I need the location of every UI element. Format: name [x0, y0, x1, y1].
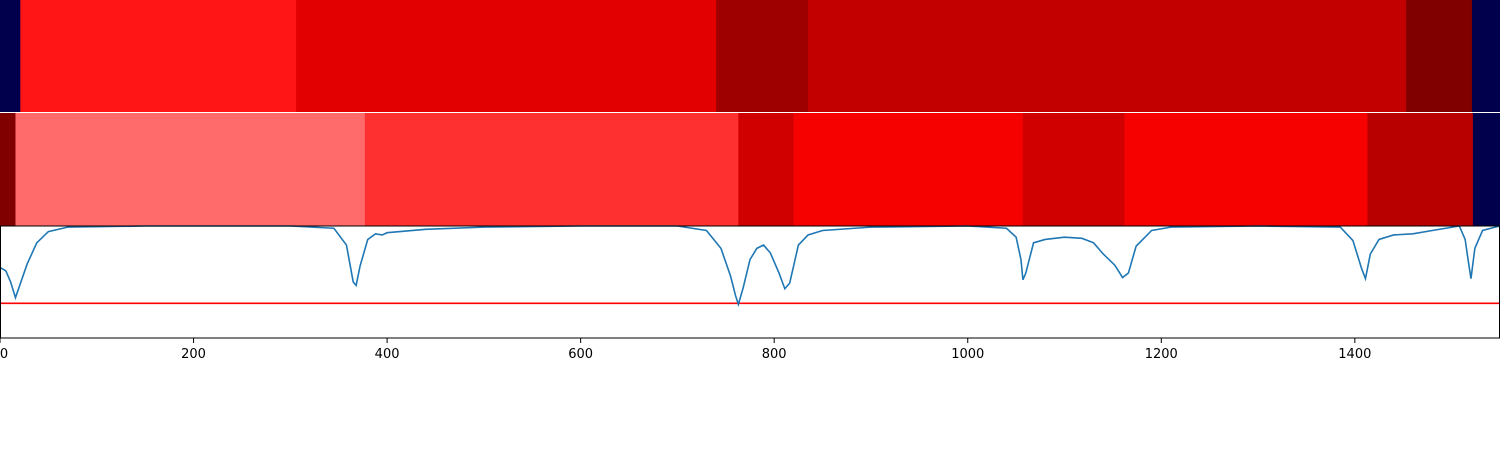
segment-1 — [20, 0, 297, 112]
segment-2 — [364, 113, 739, 226]
middle-segment-bar — [0, 113, 1500, 226]
segment-0 — [0, 113, 16, 226]
x-tick-label: 800 — [762, 347, 787, 362]
segment-4 — [793, 113, 1024, 226]
segment-3 — [738, 113, 795, 226]
segment-3 — [716, 0, 809, 112]
x-tick-label: 400 — [375, 347, 400, 362]
series-line — [0, 225, 1500, 308]
top-segment-bar — [0, 0, 1500, 112]
x-tick-label: 1000 — [951, 347, 984, 362]
segment-6 — [1471, 0, 1500, 112]
x-axis: 0 200 400 600 800 1000 1200 1400 — [0, 338, 1371, 362]
line-plot-panel — [0, 225, 1500, 339]
segment-1 — [15, 113, 366, 226]
segment-2 — [296, 0, 717, 112]
segment-5 — [1406, 0, 1473, 112]
segment-5 — [1022, 113, 1126, 226]
x-tick-label: 600 — [568, 347, 593, 362]
x-tick-label: 0 — [0, 347, 8, 362]
segment-7 — [1367, 113, 1474, 226]
segment-0 — [0, 0, 21, 112]
x-tick-label: 1200 — [1145, 347, 1178, 362]
segment-6 — [1124, 113, 1368, 226]
x-tick-label: 1400 — [1338, 347, 1371, 362]
x-tick-label: 200 — [181, 347, 206, 362]
segment-4 — [808, 0, 1407, 112]
line-plot-background — [0, 226, 1500, 338]
segment-8 — [1472, 113, 1500, 226]
panel-separator — [0, 112, 1500, 113]
